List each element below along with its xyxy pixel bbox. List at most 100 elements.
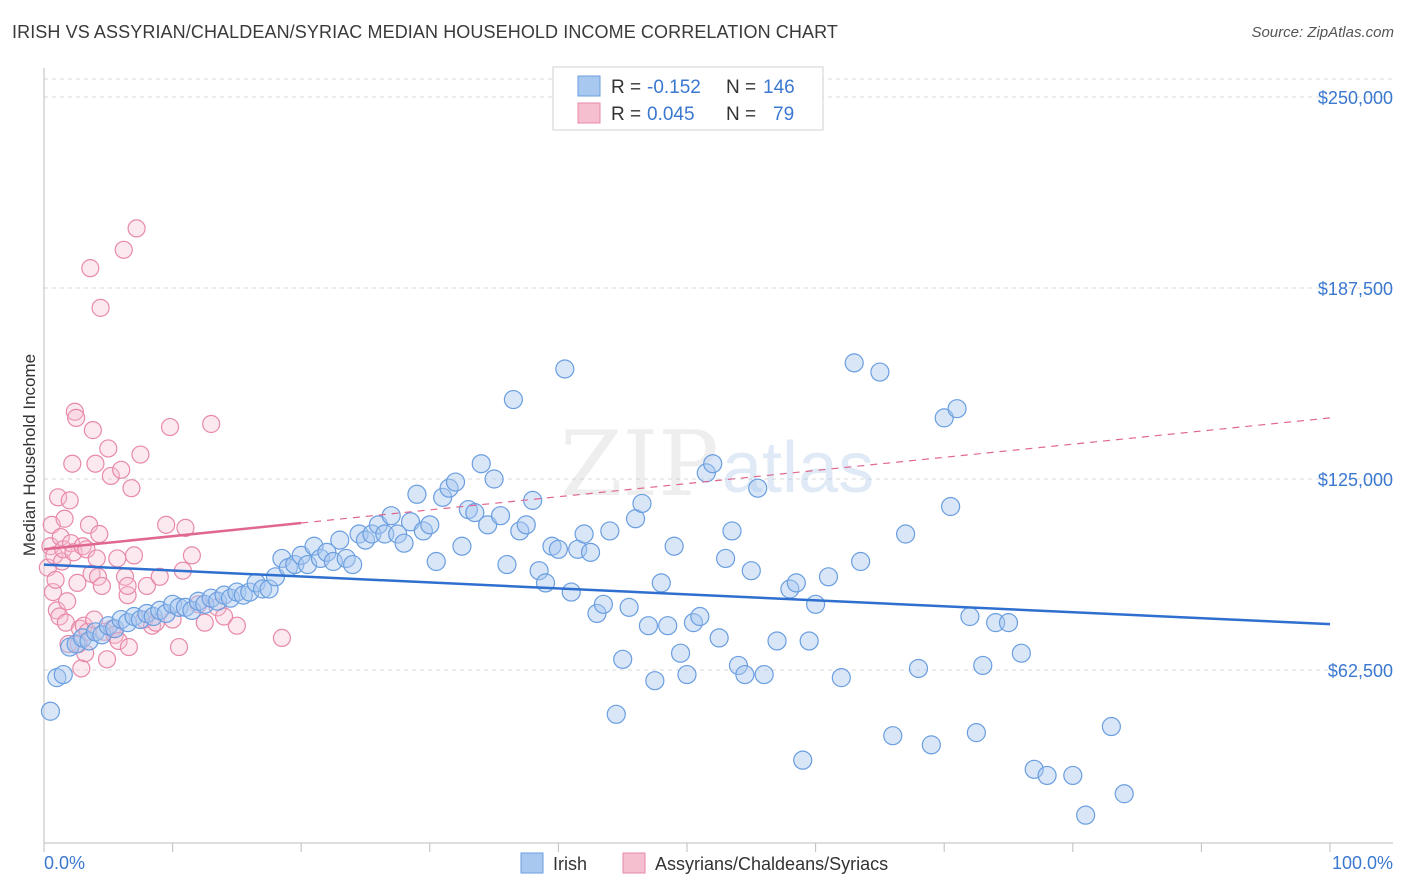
watermark-atlas: atlas	[722, 428, 874, 508]
irish-point-122	[870, 362, 890, 382]
watermark: ZIP atlas	[560, 412, 874, 517]
irish-point-105	[715, 548, 736, 569]
assyrian-point-36	[86, 454, 105, 473]
legend-irish-r-label: R =	[611, 77, 641, 98]
irish-point-131	[966, 723, 986, 743]
assyrian-point-45	[101, 466, 120, 486]
irish-point-129	[941, 496, 961, 517]
irish-point-57	[407, 484, 427, 504]
assyrian-point-50	[112, 460, 131, 479]
assyrian-point-34	[83, 421, 102, 440]
irish-point-124	[896, 524, 916, 544]
irish-point-53	[381, 506, 401, 526]
irish-point-95	[651, 573, 671, 593]
irish-point-79	[548, 539, 569, 559]
assyrian-point-21	[67, 408, 86, 427]
irish-point-120	[844, 353, 864, 373]
x-tick-max: 100.0%	[1332, 853, 1393, 873]
legend-irish-n: 146	[763, 77, 795, 98]
irish-point-128	[947, 399, 967, 419]
trend-lines	[43, 417, 1331, 626]
irish-point-92	[632, 493, 652, 514]
assyrian-point-58	[131, 445, 150, 464]
irish-points	[40, 353, 1134, 825]
assyrian-point-37	[87, 549, 106, 568]
irish-point-112	[767, 631, 787, 651]
assyrian-point-53	[118, 586, 137, 605]
assyrian-point-7	[49, 488, 68, 507]
irish-point-87	[600, 521, 620, 541]
legend-assyrian-n-label: N =	[726, 104, 756, 125]
irish-point-84	[580, 542, 601, 562]
irish-point-130	[960, 606, 980, 627]
assyrian-point-60	[137, 576, 156, 596]
assyrian-point-44	[99, 439, 118, 458]
bottom-legend: Irish Assyrians/Chaldeans/Syriacs	[520, 852, 888, 874]
irish-point-111	[754, 664, 774, 685]
legend-assyrian-r-label: R =	[611, 104, 641, 125]
assyrian-point-67	[169, 637, 189, 657]
legend-assyrian-n: 79	[773, 104, 794, 125]
irish-point-80	[555, 359, 575, 379]
irish-point-83	[574, 524, 594, 544]
irish-point-117	[805, 594, 826, 614]
legend-assyrian-r: 0.045	[647, 104, 695, 125]
assyrian-point-40	[91, 298, 110, 317]
assyrian-point-55	[122, 479, 141, 498]
irish-point-141	[1114, 784, 1134, 804]
irish-point-103	[703, 454, 723, 474]
irish-point-101	[690, 606, 710, 627]
assyrian-point-48	[108, 549, 127, 568]
irish-point-93	[638, 616, 659, 636]
irish-point-71	[497, 554, 517, 575]
assyrian-point-20	[65, 402, 84, 421]
irish-point-89	[613, 649, 633, 669]
assyrian-point-18	[63, 454, 82, 473]
bottom-legend-swatch-assyrian	[622, 852, 646, 874]
irish-point-125	[908, 658, 929, 679]
irish-point-34	[259, 579, 279, 599]
irish-point-63	[445, 472, 466, 492]
chart-title: IRISH VS ASSYRIAN/CHALDEAN/SYRIAC MEDIAN…	[12, 22, 838, 42]
irish-point-104	[709, 628, 729, 648]
irish-point-118	[818, 567, 839, 587]
grid-lines	[44, 78, 1393, 671]
irish-point-109	[741, 561, 761, 581]
irish-point-69	[484, 469, 504, 489]
irish-point-96	[658, 616, 678, 636]
irish-point-140	[1101, 716, 1121, 737]
irish-point-106	[722, 521, 742, 541]
irish-point-123	[883, 726, 903, 746]
irish-point-55	[394, 533, 414, 553]
y-axis-label: Median Household Income	[20, 354, 39, 556]
irish-point-70	[490, 506, 511, 526]
assyrian-point-56	[124, 546, 144, 565]
irish-point-110	[748, 478, 768, 498]
assyrian-point-32	[81, 259, 100, 278]
irish-point-116	[799, 631, 819, 651]
y-tick-label-0: $62,500	[1328, 661, 1393, 681]
assyrian-point-22	[68, 573, 87, 593]
y-tick-label-1: $125,000	[1318, 470, 1393, 490]
assyrian-point-5	[46, 570, 65, 589]
axes	[43, 68, 1393, 852]
assyrian-point-77	[272, 628, 292, 648]
irish-trend-line	[43, 563, 1331, 626]
assyrian-point-14	[58, 592, 77, 611]
irish-point-126	[921, 735, 941, 755]
irish-point-99	[677, 664, 697, 685]
assyrian-point-65	[160, 417, 180, 437]
irish-point-0	[40, 701, 61, 721]
legend-irish-r: -0.152	[647, 77, 701, 98]
irish-point-94	[645, 671, 665, 691]
irish-point-137	[1037, 765, 1057, 786]
irish-point-33	[253, 579, 273, 599]
irish-point-115	[793, 750, 813, 770]
irish-point-135	[998, 613, 1019, 633]
assyrian-point-16	[60, 491, 79, 510]
assyrian-point-64	[157, 515, 176, 534]
assyrian-point-76	[227, 616, 246, 635]
assyrian-point-41	[92, 576, 111, 596]
assyrian-trend-line-dashed	[301, 417, 1331, 524]
